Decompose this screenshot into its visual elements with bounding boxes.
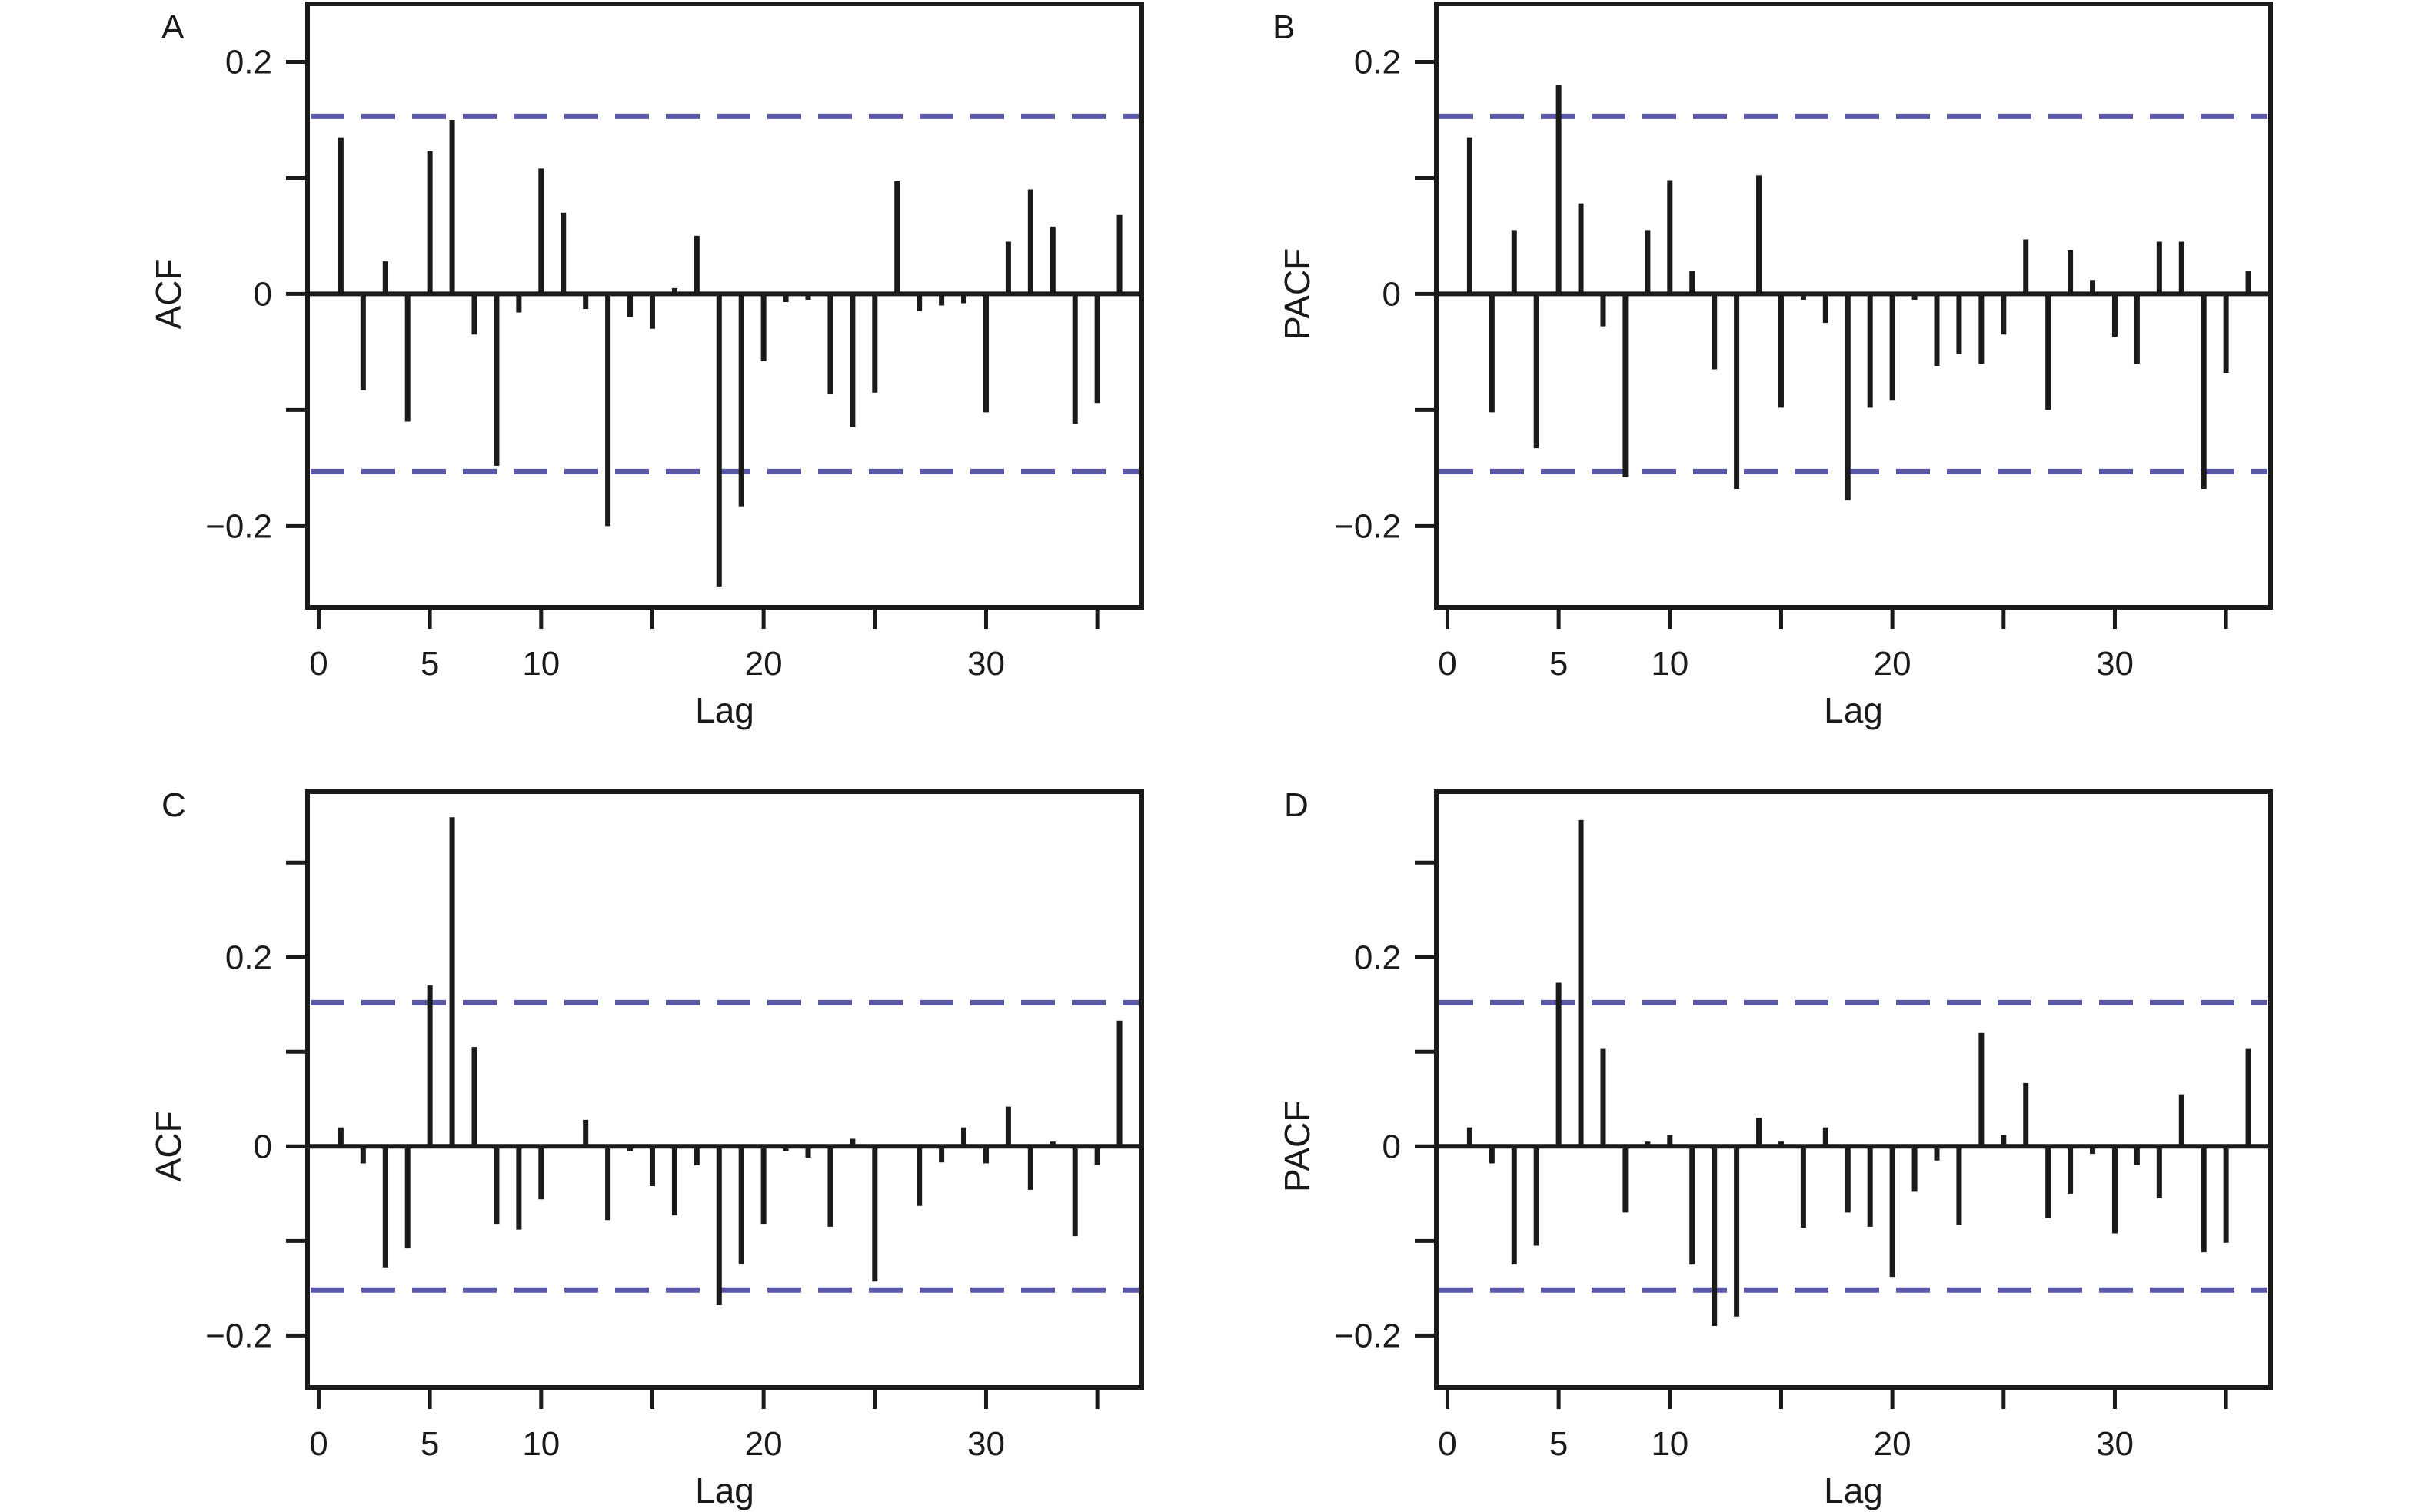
panel-d-xtick-label: 0 [1438, 1425, 1456, 1463]
panel-b-xtick-label: 30 [2096, 645, 2134, 683]
panel-b-xtick-label: 0 [1438, 645, 1456, 683]
panel-d-ytick-label: 0 [1382, 1128, 1401, 1165]
panel-a-xtick-label: 30 [967, 645, 1005, 683]
panel-a-ytick-label: 0.2 [225, 43, 272, 81]
panel-a-ylabel: ACF [148, 258, 188, 329]
panel-b-ytick-label: 0.2 [1354, 43, 1401, 81]
panel-d-ytick-label: −0.2 [1334, 1317, 1401, 1354]
panel-d: D 0.2 0 −0.2 0 5 10 20 30 Lag PACF [1277, 786, 2273, 1510]
panel-a-xlabel: Lag [695, 690, 754, 730]
panel-c: C 0.2 0 −0.2 0 5 10 20 30 Lag ACF [148, 786, 1144, 1510]
panel-a-xtick-label: 0 [309, 645, 328, 683]
panel-b-letter: B [1273, 8, 1295, 46]
panel-a-frame [305, 2, 1144, 610]
panel-c-frame [305, 789, 1144, 1390]
panel-a-xtick-label: 20 [745, 645, 783, 683]
panel-a-ytick-label: −0.2 [205, 507, 272, 545]
panel-c-xtick-label: 0 [309, 1425, 328, 1463]
panel-d-xtick-label: 10 [1651, 1425, 1688, 1463]
panel-c-xtick-label: 20 [745, 1425, 783, 1463]
panel-b-xtick-label: 10 [1651, 645, 1688, 683]
panel-a-xtick-label: 5 [421, 645, 439, 683]
panel-c-xlabel: Lag [695, 1470, 754, 1510]
panel-a: A 0.2 0 −0.2 0 5 10 20 30 Lag ACF [148, 2, 1144, 730]
panel-b-ylabel: PACF [1277, 248, 1317, 340]
panel-a-ytick-label: 0 [254, 275, 272, 313]
panel-b-xtick-label: 20 [1874, 645, 1911, 683]
panel-b-ytick-label: −0.2 [1334, 507, 1401, 545]
panel-c-ytick-label: 0 [254, 1128, 272, 1165]
panel-d-xtick-label: 5 [1549, 1425, 1568, 1463]
panel-a-letter: A [161, 8, 185, 46]
panel-c-ytick-label: −0.2 [205, 1317, 272, 1354]
panel-c-xtick-label: 10 [522, 1425, 560, 1463]
panel-c-xtick-label: 30 [967, 1425, 1005, 1463]
panel-d-xtick-label: 30 [2096, 1425, 2134, 1463]
panel-c-ylabel: ACF [148, 1111, 188, 1181]
panel-a-xtick-label: 10 [522, 645, 560, 683]
panel-d-ytick-label: 0.2 [1354, 939, 1401, 976]
panel-b-frame [1434, 2, 2273, 610]
panel-d-letter: D [1284, 786, 1309, 824]
panel-d-xtick-label: 20 [1874, 1425, 1911, 1463]
panel-d-frame [1434, 789, 2273, 1390]
panel-c-ytick-label: 0.2 [225, 939, 272, 976]
panel-b-xtick-label: 5 [1549, 645, 1568, 683]
panel-b-xlabel: Lag [1824, 690, 1883, 730]
panel-c-xtick-label: 5 [421, 1425, 439, 1463]
panel-d-xlabel: Lag [1824, 1470, 1883, 1510]
panel-c-letter: C [161, 786, 186, 824]
panel-b-ytick-label: 0 [1382, 275, 1401, 313]
panel-b: B 0.2 0 −0.2 0 5 10 20 30 Lag PACF [1273, 2, 2273, 730]
panel-d-ylabel: PACF [1277, 1101, 1317, 1192]
